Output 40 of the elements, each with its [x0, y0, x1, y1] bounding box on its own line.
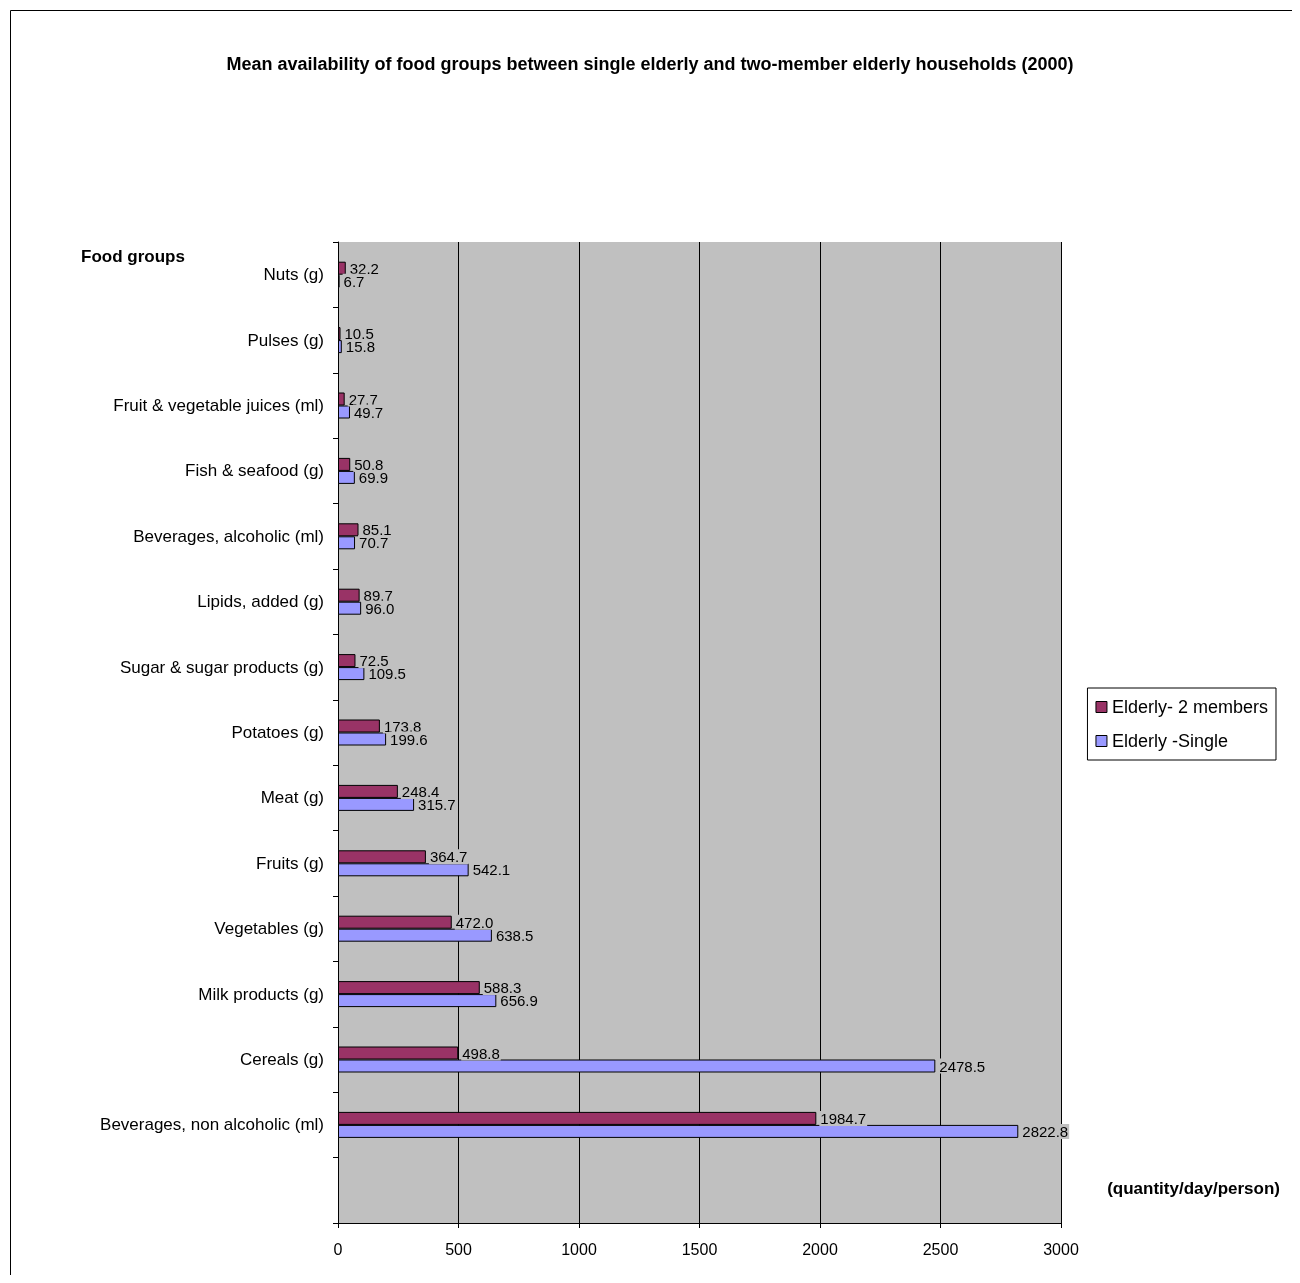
y-tick-label: Vegetables (g)	[214, 919, 324, 939]
x-tick-label: 1500	[681, 1240, 718, 1258]
y-tick-label: Fruits (g)	[256, 853, 324, 873]
y-tick-label: Milk products (g)	[198, 984, 324, 1004]
x-tick-label: 500	[445, 1240, 472, 1258]
data-label: 2478.5	[939, 1057, 986, 1075]
y-tick-label: Fruit & vegetable juices (ml)	[113, 396, 324, 415]
y-tick-label: Pulses (g)	[247, 330, 324, 350]
legend-label: Elderly- 2 members	[1111, 697, 1269, 717]
legend-label: Elderly -Single	[1111, 731, 1229, 751]
y-axis-title: Food groups	[81, 247, 185, 266]
x-tick-label: 2500	[922, 1240, 959, 1258]
y-tick-label: Sugar & sugar products (g)	[119, 657, 324, 677]
x-tick-label: 0	[333, 1240, 343, 1258]
data-label: 248.4	[401, 782, 440, 800]
data-label: 173.8	[383, 717, 422, 735]
y-tick-label: Meat (g)	[260, 788, 324, 808]
data-label: 472.0	[455, 913, 494, 931]
y-tick-label: Nuts (g)	[263, 265, 324, 285]
data-label: 364.7	[429, 848, 468, 866]
x-tick-label: 3000	[1043, 1240, 1079, 1258]
data-label: 1984.7	[820, 1109, 867, 1127]
y-tick-label: Lipids, added (g)	[197, 592, 324, 612]
data-label: 542.1	[472, 861, 511, 879]
data-label: 50.8	[354, 455, 384, 473]
data-label: 588.3	[483, 979, 522, 997]
data-label: 638.5	[495, 926, 534, 944]
y-tick-label: Fish & seafood (g)	[185, 461, 324, 481]
chart-title: Mean availability of food groups between single elderly and two-member elderly households (2000)	[226, 54, 1074, 74]
y-tick-label: Beverages, non alcoholic (ml)	[100, 1115, 324, 1135]
y-tick-label: Potatoes (g)	[231, 723, 324, 742]
x-tick-label: 1000	[561, 1240, 597, 1258]
y-tick-label: Beverages, alcoholic (ml)	[133, 526, 324, 546]
data-label: 27.7	[348, 390, 378, 408]
data-label: 498.8	[462, 1044, 500, 1062]
y-tick-label: Cereals (g)	[239, 1050, 324, 1069]
data-label: 2822.8	[1022, 1122, 1069, 1140]
data-label: 72.5	[359, 652, 389, 670]
x-tick-label: 2000	[802, 1240, 838, 1258]
x-axis-title: (quantity/day/person)	[1107, 1179, 1281, 1198]
